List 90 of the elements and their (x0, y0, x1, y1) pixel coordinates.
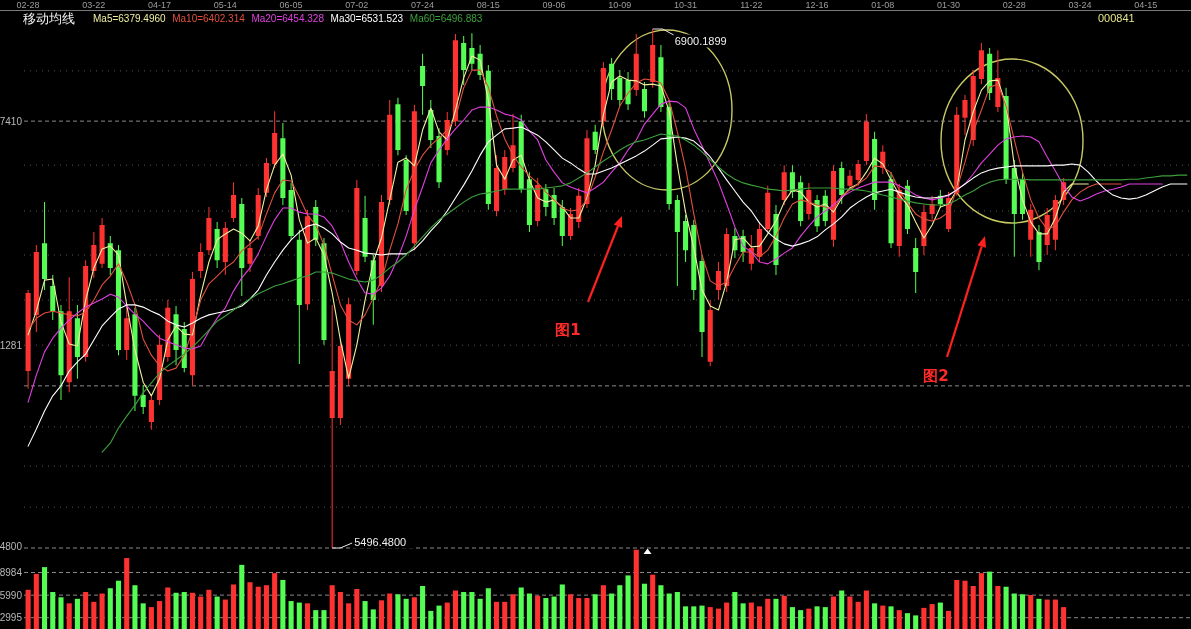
x-tick-label: 05-14 (213, 0, 237, 10)
x-tick-label: 04-17 (148, 0, 172, 10)
chart-title: 移动均线 (23, 10, 75, 26)
candlestick (600, 61, 606, 126)
candlestick (633, 33, 639, 96)
candlestick (140, 385, 146, 414)
text: Ma30=6531.523 (330, 12, 404, 24)
text: 7410 (0, 115, 23, 127)
candlestick (354, 179, 360, 275)
candlestick (1036, 225, 1042, 271)
candlestick (526, 172, 532, 233)
candlestick (321, 237, 327, 345)
y-tick-label: 2995 (0, 612, 23, 624)
candlestick (913, 237, 919, 294)
x-tick-label: 07-24 (411, 0, 435, 10)
x-tick-label: 10-09 (608, 0, 632, 10)
annotation: 图1 (555, 321, 581, 339)
x-tick-label: 12-16 (805, 0, 829, 10)
candlestick (494, 155, 500, 217)
x-tick-label: 03-22 (82, 0, 106, 10)
candlestick (559, 199, 565, 247)
candlestick (715, 262, 721, 301)
candlestick (650, 29, 656, 88)
candlestick (395, 97, 401, 156)
candlestick (641, 81, 648, 118)
candlestick (411, 104, 417, 251)
y-tick-label: 5990 (0, 589, 23, 601)
x-tick-label: 08-15 (476, 0, 500, 10)
candlestick (91, 232, 97, 278)
x-tick-label: 06-05 (279, 0, 303, 10)
candlestick (592, 124, 598, 155)
candlestick (436, 128, 442, 189)
candlestick (148, 395, 154, 430)
candlestick (329, 304, 335, 548)
x-tick-label: 02-28 (16, 0, 40, 10)
text: 000841 (1098, 12, 1135, 24)
x-tick-label: 09-06 (542, 0, 566, 10)
candlestick (239, 198, 245, 297)
candlestick (387, 100, 393, 206)
x-tick-label: 11-22 (740, 0, 763, 10)
candlestick (222, 222, 228, 275)
x-tick-label: 10-31 (674, 0, 698, 10)
candlestick (263, 158, 269, 197)
candlestick (551, 188, 557, 226)
candlestick (420, 53, 426, 115)
candlestick (847, 169, 853, 190)
candlestick (765, 185, 771, 233)
candlestick (978, 43, 984, 85)
candlestick (247, 239, 253, 272)
annotation: 6900.1899 (674, 35, 727, 47)
candlestick (280, 122, 286, 206)
candlestick (617, 70, 623, 106)
candlestick (206, 206, 212, 255)
candlestick (461, 36, 467, 85)
candlestick (198, 243, 204, 278)
candlestick (42, 202, 48, 291)
x-tick-label: 01-30 (937, 0, 961, 10)
candlestick (1011, 159, 1017, 257)
candlestick (863, 114, 869, 166)
text: Ma20=6454.328 (251, 12, 325, 24)
candlestick (362, 195, 368, 262)
x-tick-label: 03-24 (1068, 0, 1092, 10)
x-tick-label: 04-15 (1134, 0, 1158, 10)
text: Ma10=6402.314 (172, 12, 246, 24)
candlestick (296, 229, 302, 365)
candlestick (288, 182, 294, 240)
annotation: 5496.4800 (354, 536, 407, 548)
candlestick (683, 215, 689, 262)
y-tick-label: 8984 (0, 567, 23, 579)
candlestick (231, 182, 237, 223)
x-tick-label: 02-28 (1002, 0, 1026, 10)
candlestick (214, 222, 220, 268)
candlestick (855, 159, 861, 186)
x-tick-label: 07-02 (345, 0, 369, 10)
candlestick (107, 236, 113, 275)
candlestick (781, 165, 787, 206)
x-tick-label: 01-08 (871, 0, 895, 10)
candlestick (124, 304, 130, 360)
candlestick (99, 218, 105, 268)
candlestick (25, 290, 31, 389)
annotation: 图2 (923, 367, 949, 385)
text: 1281 (0, 339, 23, 351)
candlestick (888, 172, 894, 248)
text: Ma5=6379.4960 (93, 12, 166, 24)
candlestick (707, 300, 713, 366)
candlestick (33, 245, 39, 332)
candlestick (962, 94, 968, 135)
text: 4800 (0, 540, 23, 552)
text: Ma60=6496.883 (409, 12, 483, 24)
candlestick (674, 195, 680, 287)
